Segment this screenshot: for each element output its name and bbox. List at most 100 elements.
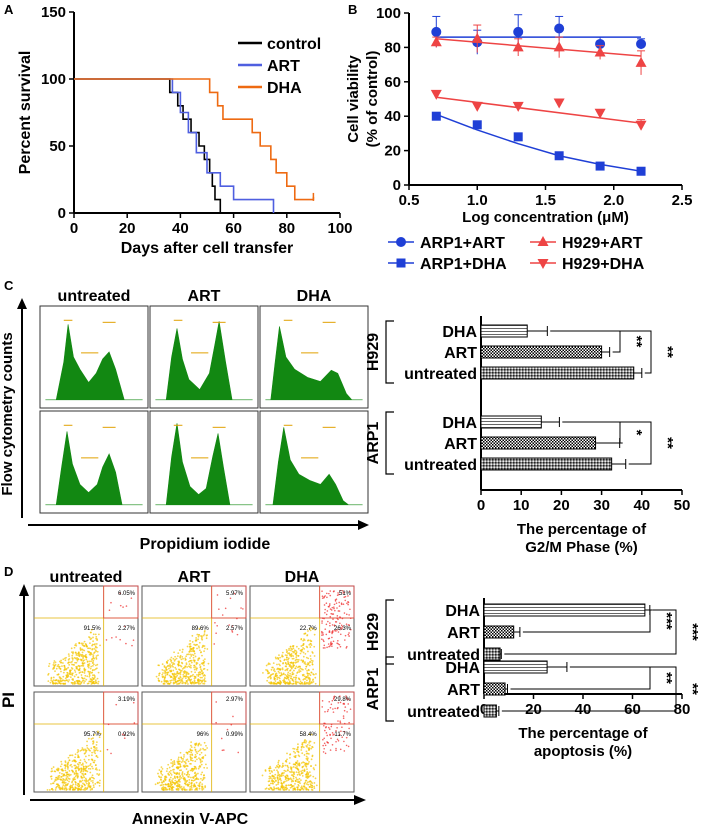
d-dot <box>292 673 295 675</box>
d-dot <box>287 660 289 663</box>
d-dot <box>160 779 162 781</box>
d-dot <box>180 678 182 681</box>
d-dot <box>60 776 62 778</box>
d-dot <box>333 624 336 627</box>
d-dot <box>52 676 55 679</box>
c-y-label: Flow cytometry counts <box>0 332 16 495</box>
d-category-label: untreated <box>407 647 480 664</box>
d-dot <box>338 605 341 607</box>
b-point-h929-dha <box>512 101 524 112</box>
d-dot <box>329 642 332 645</box>
d-dot <box>276 676 279 679</box>
d-dot <box>325 633 328 636</box>
c-sig-bracket <box>550 330 652 374</box>
d-dot <box>269 776 272 778</box>
d-dot <box>291 683 294 685</box>
d-dot <box>324 752 327 755</box>
d-dot <box>330 703 333 706</box>
d-quad-lr: 26.3% <box>334 626 352 632</box>
d-dot <box>291 671 294 674</box>
d-dot <box>327 620 329 623</box>
d-dot <box>205 763 207 766</box>
d-dot <box>86 740 88 743</box>
d-dot <box>75 665 78 668</box>
d-dot <box>165 671 168 674</box>
d-plot-frame <box>141 691 247 793</box>
d-dot <box>163 778 166 781</box>
d-dot <box>90 754 93 757</box>
d-dot <box>343 740 345 743</box>
d-dot <box>195 767 198 770</box>
d-dot <box>337 631 340 633</box>
b-point-arp1-art <box>554 23 565 34</box>
d-dot <box>98 736 101 739</box>
d-col-header: untreated <box>50 569 123 586</box>
d-dot <box>198 784 201 786</box>
d-dot <box>339 616 341 618</box>
d-dot <box>305 788 308 791</box>
d-dot <box>279 664 281 667</box>
d-dot <box>160 772 163 775</box>
d-dot <box>314 628 316 631</box>
d-dot <box>82 770 85 773</box>
d-dot <box>60 659 63 662</box>
d-dot <box>50 770 53 773</box>
d-dot <box>304 773 307 776</box>
d-dot <box>339 720 341 722</box>
b-y-label-1: Cell viability <box>345 55 362 143</box>
d-dot <box>203 650 205 653</box>
d-dot <box>324 611 326 614</box>
d-dot <box>342 715 345 717</box>
d-dot <box>89 678 92 680</box>
d-dot <box>304 678 307 680</box>
d-dot <box>203 774 205 776</box>
b-legend-label: ARP1+DHA <box>420 256 507 273</box>
d-dot <box>191 641 194 643</box>
c-x-label: Propidium iodide <box>140 536 271 553</box>
d-dot <box>301 648 304 651</box>
d-sig-bracket <box>504 609 677 655</box>
d-dot <box>347 703 350 705</box>
d-dot <box>289 645 292 648</box>
d-dot <box>329 594 332 597</box>
d-dot <box>173 761 176 764</box>
d-dot <box>65 777 68 779</box>
d-dot <box>183 764 186 767</box>
d-dot <box>325 732 328 734</box>
d-dot <box>303 741 306 744</box>
d-dot <box>190 682 193 685</box>
d-dot <box>57 663 60 666</box>
d-dot <box>276 776 279 779</box>
d-dot <box>289 672 292 675</box>
d-dot <box>52 782 55 785</box>
d-dot <box>199 665 202 668</box>
d-dot <box>84 674 87 677</box>
d-dot <box>89 647 92 650</box>
d-dot <box>170 762 172 764</box>
d-dot <box>296 786 299 789</box>
d-dot <box>184 681 186 684</box>
d-dot <box>54 670 56 673</box>
d-dot <box>62 675 65 678</box>
d-dot <box>184 780 186 782</box>
d-dot <box>329 590 332 592</box>
d-dot <box>176 767 179 770</box>
d-y-label: PI <box>0 692 18 708</box>
d-dot <box>284 665 287 668</box>
d-dot <box>80 655 83 658</box>
d-dot <box>275 675 278 677</box>
d-dot <box>329 622 331 624</box>
d-dot <box>182 657 184 660</box>
d-dot <box>304 787 306 789</box>
d-dot <box>343 612 346 614</box>
d-dot <box>94 752 97 755</box>
d-dot <box>281 667 284 670</box>
d-dot <box>203 766 206 769</box>
d-dot <box>55 768 58 771</box>
d-dot <box>59 668 62 670</box>
d-dot <box>199 758 202 761</box>
d-dot <box>322 751 325 753</box>
d-dot <box>87 783 90 786</box>
